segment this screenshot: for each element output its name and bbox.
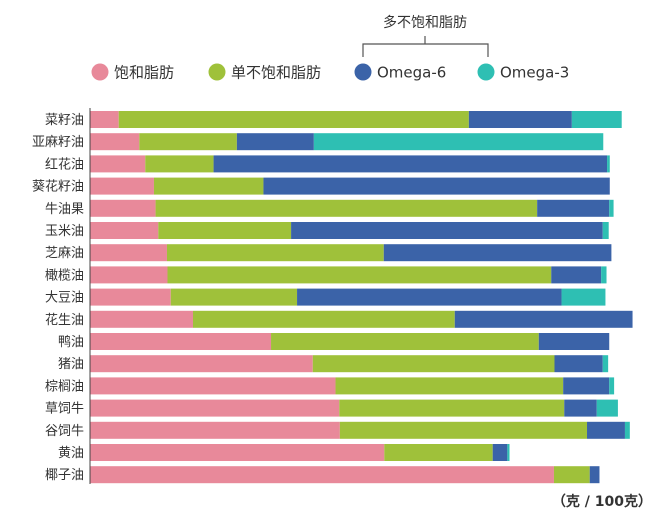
bar-segment-1: [553, 466, 590, 484]
bar-segment-0: [90, 177, 154, 195]
legend-swatch-3: [477, 63, 495, 81]
bar-segment-2: [297, 288, 562, 306]
category-label: 橄榄油: [45, 267, 84, 283]
bar-segment-2: [563, 377, 610, 395]
bar-segment-1: [155, 199, 538, 217]
bar-segment-1: [145, 155, 214, 173]
category-label: 鸭油: [58, 335, 84, 350]
bar-segment-3: [601, 266, 607, 284]
category-label: 葵花籽油: [32, 179, 84, 195]
bar-segment-2: [236, 133, 314, 151]
bar-segment-0: [90, 222, 159, 239]
category-label: 芝麻油: [45, 245, 84, 261]
bar-segment-3: [624, 421, 630, 439]
bar-segment-0: [90, 466, 554, 484]
bar-segment-1: [339, 399, 565, 417]
bar-segment-3: [561, 288, 606, 306]
bar-segment-0: [90, 399, 340, 417]
bar-segment-0: [90, 421, 340, 439]
bar-segment-1: [166, 244, 384, 262]
legend-group-bracket: 多不饱和脂肪: [362, 14, 489, 57]
category-label: 红花油: [45, 156, 84, 172]
bar-segment-1: [271, 333, 539, 350]
bar-segment-1: [118, 111, 469, 128]
bar-segment-2: [291, 222, 603, 239]
legend-label-3: Omega-3: [500, 64, 569, 82]
bar-segment-3: [609, 199, 614, 217]
category-labels: 菜籽油亚麻籽油红花油葵花籽油牛油果玉米油芝麻油橄榄油大豆油花生油鸭油猪油棕榈油草…: [32, 113, 84, 483]
bar-segment-2: [538, 333, 610, 350]
bar-segment-0: [90, 244, 167, 262]
bar-segment-1: [153, 177, 264, 195]
bar-segment-0: [90, 155, 146, 173]
bar-segment-1: [139, 133, 237, 151]
category-label: 花生油: [45, 312, 84, 328]
bar-segment-2: [551, 266, 602, 284]
bar-segment-2: [589, 466, 600, 484]
bar-segment-0: [90, 333, 272, 350]
bar-segment-3: [607, 155, 610, 173]
bar-segment-2: [468, 111, 572, 128]
bar-segment-3: [602, 222, 609, 239]
bar-segment-2: [213, 155, 608, 173]
category-label: 亚麻籽油: [32, 135, 84, 150]
bar-segment-2: [554, 355, 603, 373]
legend: 饱和脂肪 单不饱和脂肪 Omega-6 Omega-3: [91, 63, 569, 82]
category-label: 玉米油: [45, 224, 84, 239]
bar-segment-0: [90, 377, 336, 395]
bar-segment-1: [339, 421, 588, 439]
bar-segment-2: [492, 444, 508, 461]
bar-segment-3: [313, 133, 604, 151]
bar-segment-2: [587, 421, 625, 439]
bar-segment-2: [537, 199, 610, 217]
legend-swatch-0: [91, 63, 109, 81]
legend-group-label: 多不饱和脂肪: [383, 14, 467, 31]
legend-label-0: 饱和脂肪: [114, 64, 174, 82]
bar-segment-0: [90, 355, 313, 373]
bar-segment-3: [609, 377, 615, 395]
bar-segment-0: [90, 111, 119, 128]
category-label: 草饲牛: [45, 402, 84, 417]
legend-swatch-1: [208, 63, 226, 81]
bar-segment-3: [602, 355, 609, 373]
bar-area: [90, 111, 633, 484]
category-label: 大豆油: [45, 291, 84, 306]
bar-segment-1: [167, 266, 552, 284]
bar-segment-0: [90, 444, 385, 461]
category-label: 菜籽油: [45, 113, 84, 128]
bar-segment-2: [383, 244, 612, 262]
bar-segment-1: [192, 310, 455, 328]
category-label: 黄油: [58, 446, 84, 461]
category-label: 猪油: [58, 357, 84, 372]
bar-segment-2: [454, 310, 633, 328]
bar-segment-1: [170, 288, 298, 306]
category-label: 棕榈油: [45, 379, 84, 394]
bar-segment-0: [90, 199, 156, 217]
bar-segment-3: [596, 399, 618, 417]
bar-segment-1: [384, 444, 493, 461]
bar-segment-0: [90, 288, 171, 306]
category-label: 牛油果: [45, 202, 84, 217]
bar-segment-3: [571, 111, 622, 128]
bar-segment-0: [90, 310, 193, 328]
category-label: 谷饲牛: [45, 424, 84, 439]
legend-label-2: Omega-6: [377, 64, 446, 82]
category-label: 椰子油: [45, 468, 84, 483]
bar-segment-0: [90, 266, 168, 284]
bar-segment-1: [312, 355, 555, 373]
bar-segment-3: [507, 444, 510, 461]
bar-segment-2: [564, 399, 597, 417]
bar-segment-1: [335, 377, 564, 395]
legend-swatch-2: [354, 63, 372, 81]
unit-label: （克 / 100克）: [552, 493, 652, 510]
bar-segment-2: [263, 177, 610, 195]
legend-label-1: 单不饱和脂肪: [231, 64, 321, 82]
legend-group-bracket-line: [362, 43, 489, 57]
bar-segment-1: [158, 222, 292, 239]
bar-segment-0: [90, 133, 140, 151]
